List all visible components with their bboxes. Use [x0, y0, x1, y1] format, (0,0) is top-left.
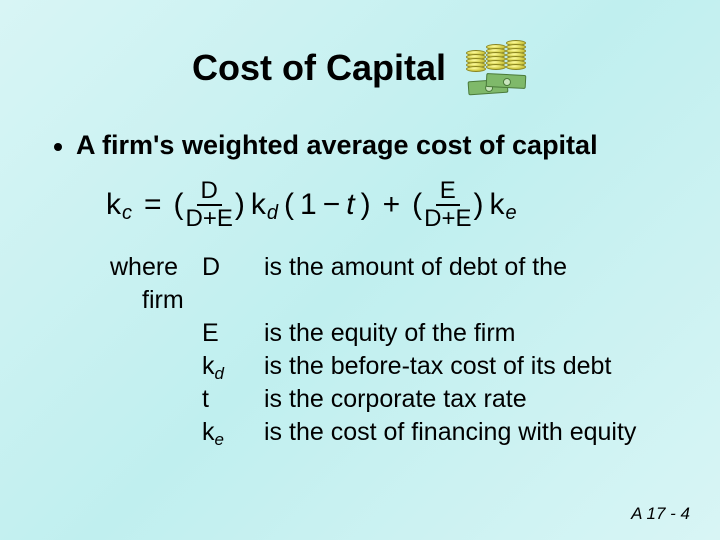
def-text-E: is the equity of the firm: [264, 317, 672, 350]
def-sym-t: t: [202, 383, 264, 416]
def-row-kd: kd is the before-tax cost of its debt: [110, 350, 672, 383]
formula-ke-k: k: [489, 188, 504, 222]
formula-close3: ): [473, 188, 483, 222]
money-icon: [464, 42, 528, 94]
formula-plus: +: [383, 188, 401, 222]
formula-close1: ): [235, 188, 245, 222]
formula-open2: (: [284, 188, 294, 222]
formula-kd-k: k: [251, 188, 266, 222]
formula-kc-k: k: [106, 188, 121, 222]
formula-frac2: E D+E: [424, 179, 471, 231]
def-text-firm: firm: [110, 284, 184, 317]
def-row-E: E is the equity of the firm: [110, 317, 672, 350]
bullet-row: A firm's weighted average cost of capita…: [54, 130, 672, 161]
formula-open1: (: [174, 188, 184, 222]
formula-kc-sub: c: [122, 202, 132, 225]
slide-footer: A 17 - 4: [631, 504, 690, 524]
formula-minus: −: [323, 188, 341, 222]
def-row-D: where D is the amount of debt of the: [110, 251, 672, 284]
def-row-firm: firm: [110, 284, 672, 317]
bullet-text: A firm's weighted average cost of capita…: [76, 130, 598, 161]
slide-title: Cost of Capital: [192, 47, 446, 89]
formula-ke-sub: e: [505, 202, 516, 225]
formula-t: t: [346, 188, 354, 222]
def-where: where: [110, 251, 202, 284]
def-sym-E: E: [202, 317, 264, 350]
formula-one: 1: [300, 188, 317, 222]
formula-eq: =: [144, 188, 162, 222]
bullet-dot: [54, 143, 62, 151]
def-sym-ke: ke: [202, 416, 264, 449]
def-text-ke: is the cost of financing with equity: [264, 416, 672, 449]
formula-kd-sub: d: [267, 202, 278, 225]
formula-open3: (: [412, 188, 422, 222]
wacc-formula: kc = ( D D+E ) kd ( 1 − t ) + ( E D+E ) …: [106, 179, 672, 231]
def-row-t: t is the corporate tax rate: [110, 383, 672, 416]
formula-frac1: D D+E: [186, 179, 233, 231]
formula-close2: ): [361, 188, 371, 222]
def-sym-D: D: [202, 251, 264, 284]
slide: Cost of Capital A firm's weighted averag…: [0, 0, 720, 540]
formula-frac2-den: D+E: [424, 206, 471, 231]
def-text-D: is the amount of debt of the: [264, 251, 672, 284]
definitions: where D is the amount of debt of the fir…: [110, 251, 672, 449]
formula-frac2-num: E: [436, 179, 460, 206]
def-text-kd: is the before-tax cost of its debt: [264, 350, 672, 383]
title-row: Cost of Capital: [48, 42, 672, 94]
formula-frac1-num: D: [197, 179, 222, 206]
def-row-ke: ke is the cost of financing with equity: [110, 416, 672, 449]
def-sym-kd: kd: [202, 350, 264, 383]
def-text-t: is the corporate tax rate: [264, 383, 672, 416]
formula-frac1-den: D+E: [186, 206, 233, 231]
